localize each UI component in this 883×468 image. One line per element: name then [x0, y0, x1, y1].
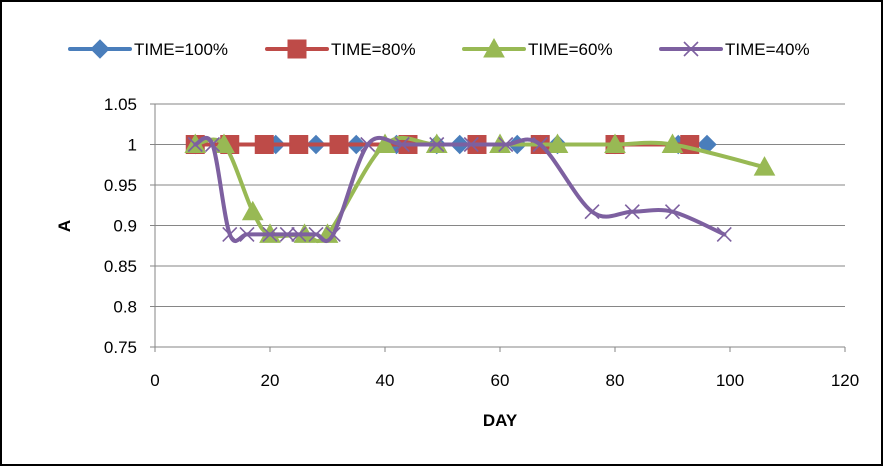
x-marker-stroke — [498, 136, 514, 153]
data-point — [429, 136, 445, 153]
data-point — [584, 204, 600, 220]
data-point — [716, 226, 732, 242]
legend-entry: TIME=60% — [462, 37, 613, 59]
x-marker-stroke — [624, 204, 640, 220]
legend-entry: TIME=40% — [659, 40, 810, 59]
x-tick-label: 80 — [606, 371, 625, 390]
series-time-40- — [187, 135, 732, 243]
x-marker-stroke — [532, 136, 548, 153]
data-point — [279, 226, 295, 242]
data-point — [222, 226, 238, 242]
x-marker-stroke — [584, 204, 600, 220]
x-tick-label: 60 — [491, 371, 510, 390]
data-point — [262, 226, 278, 242]
x-marker-stroke — [239, 226, 255, 242]
data-point — [329, 135, 349, 154]
y-tick-label: 1.05 — [104, 95, 137, 114]
legend-marker — [483, 37, 505, 58]
legend: TIME=100% TIME=80% TIME=60% TIME=40% — [68, 37, 810, 59]
data-point — [394, 136, 410, 153]
x-axis-title: DAY — [483, 411, 518, 430]
data-point — [308, 226, 324, 242]
x-marker-stroke — [308, 226, 324, 242]
legend-marker — [287, 39, 307, 59]
x-marker-stroke — [325, 226, 341, 242]
data-point — [241, 200, 264, 221]
x-marker-stroke — [394, 136, 410, 153]
legend-label: TIME=80% — [331, 40, 416, 59]
data-point — [254, 135, 274, 154]
y-axis-title: A — [55, 220, 74, 232]
data-point — [239, 226, 255, 242]
x-marker-stroke — [716, 226, 732, 242]
data-point — [532, 136, 548, 153]
data-point — [624, 204, 640, 220]
x-tick-label: 40 — [376, 371, 395, 390]
y-tick-label: 0.95 — [104, 176, 137, 195]
legend-marker — [90, 39, 110, 59]
x-tick-label: 0 — [150, 371, 159, 390]
x-marker-stroke — [463, 136, 479, 153]
x-marker-stroke — [262, 226, 278, 242]
y-tick-label: 0.8 — [113, 298, 137, 317]
legend-label: TIME=60% — [528, 40, 613, 59]
data-point — [664, 204, 681, 220]
y-tick-label: 1 — [128, 136, 137, 155]
x-marker-stroke — [429, 136, 445, 153]
x-marker-stroke — [204, 136, 221, 153]
x-marker-stroke — [683, 41, 699, 57]
y-tick-label: 0.9 — [113, 217, 137, 236]
tick-labels: 0.75 0.8 0.85 0.9 0.95 1 1.05 0 20 40 60 80 100 120 — [104, 95, 859, 390]
legend-label: TIME=100% — [134, 40, 228, 59]
data-point — [753, 156, 776, 176]
data-point — [498, 136, 514, 153]
y-tick-label: 0.75 — [104, 338, 137, 357]
data-point — [374, 133, 396, 153]
y-tick-label: 0.85 — [104, 257, 137, 276]
x-marker-stroke — [291, 226, 307, 242]
legend-entry: TIME=80% — [265, 39, 416, 59]
legend-marker — [683, 41, 699, 57]
data-point — [213, 133, 235, 153]
x-marker-stroke — [222, 226, 238, 242]
data-point — [187, 136, 203, 153]
series — [184, 133, 776, 243]
data-point — [204, 136, 221, 153]
x-marker-stroke — [360, 136, 376, 153]
data-point — [360, 136, 376, 153]
data-point — [661, 133, 684, 153]
data-point — [546, 133, 569, 153]
x-tick-label: 120 — [831, 371, 859, 390]
data-point — [289, 135, 309, 154]
x-marker-stroke — [187, 136, 203, 153]
axes — [154, 104, 845, 348]
data-point — [291, 226, 307, 242]
x-marker-stroke — [279, 226, 295, 242]
x-marker-stroke — [664, 204, 681, 220]
legend-label: TIME=40% — [725, 40, 810, 59]
data-point — [325, 226, 341, 242]
data-point — [463, 136, 479, 153]
data-point — [604, 133, 626, 153]
x-tick-label: 20 — [261, 371, 280, 390]
x-tick-label: 100 — [716, 371, 744, 390]
legend-entry: TIME=100% — [68, 39, 228, 59]
